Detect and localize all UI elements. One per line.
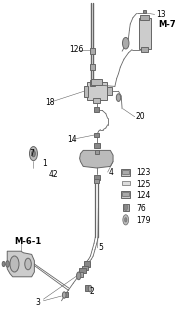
Bar (90, 48, 94, 54)
Text: 42: 42 (49, 170, 58, 179)
Bar (140, 15, 149, 20)
Bar (78, 272, 83, 277)
Circle shape (2, 261, 5, 267)
Circle shape (123, 215, 129, 225)
Circle shape (25, 258, 31, 270)
Bar (139, 19, 151, 49)
Bar (94, 107, 99, 112)
Circle shape (77, 272, 81, 280)
Text: 1: 1 (43, 159, 47, 168)
Bar (122, 170, 129, 174)
Text: 14: 14 (67, 135, 77, 144)
Text: 4: 4 (109, 168, 113, 177)
Bar (90, 80, 94, 86)
Text: 76: 76 (137, 204, 146, 212)
Text: M-7: M-7 (158, 20, 176, 28)
Bar (84, 86, 88, 97)
Bar (79, 268, 86, 273)
Bar (91, 79, 102, 85)
Bar (94, 179, 99, 183)
Bar (83, 266, 88, 270)
Bar (123, 204, 129, 211)
Bar (93, 98, 100, 103)
Bar (141, 47, 148, 52)
Text: 20: 20 (136, 112, 145, 121)
Circle shape (125, 218, 127, 222)
Circle shape (123, 37, 129, 49)
Text: 3: 3 (35, 298, 40, 307)
Bar (85, 285, 90, 291)
Bar (95, 150, 99, 154)
Circle shape (88, 285, 92, 292)
Circle shape (32, 150, 35, 157)
Circle shape (116, 94, 121, 101)
Text: 2: 2 (90, 287, 94, 296)
Polygon shape (80, 150, 113, 168)
Text: 126: 126 (69, 45, 83, 54)
Text: 179: 179 (137, 216, 151, 225)
Bar (94, 175, 100, 180)
Text: 5: 5 (99, 244, 104, 252)
Polygon shape (7, 251, 34, 277)
Bar (94, 143, 100, 148)
Bar (90, 64, 94, 70)
Text: M-6-1: M-6-1 (14, 237, 42, 246)
Text: 125: 125 (137, 180, 151, 188)
Circle shape (6, 261, 9, 267)
Circle shape (30, 147, 37, 161)
Bar (122, 181, 130, 185)
Bar (87, 82, 107, 100)
Circle shape (62, 292, 66, 298)
Text: 7: 7 (29, 149, 34, 158)
Bar (84, 261, 90, 267)
Bar (63, 292, 68, 297)
Bar (122, 192, 129, 196)
Bar (143, 10, 146, 13)
Circle shape (10, 256, 19, 272)
Text: 13: 13 (157, 10, 166, 19)
Bar (121, 169, 130, 176)
Text: 124: 124 (137, 191, 151, 200)
Text: 123: 123 (137, 168, 151, 177)
Text: 18: 18 (45, 98, 55, 107)
Circle shape (124, 204, 128, 211)
Bar (107, 87, 112, 95)
Bar (94, 133, 99, 137)
Bar (121, 191, 130, 198)
